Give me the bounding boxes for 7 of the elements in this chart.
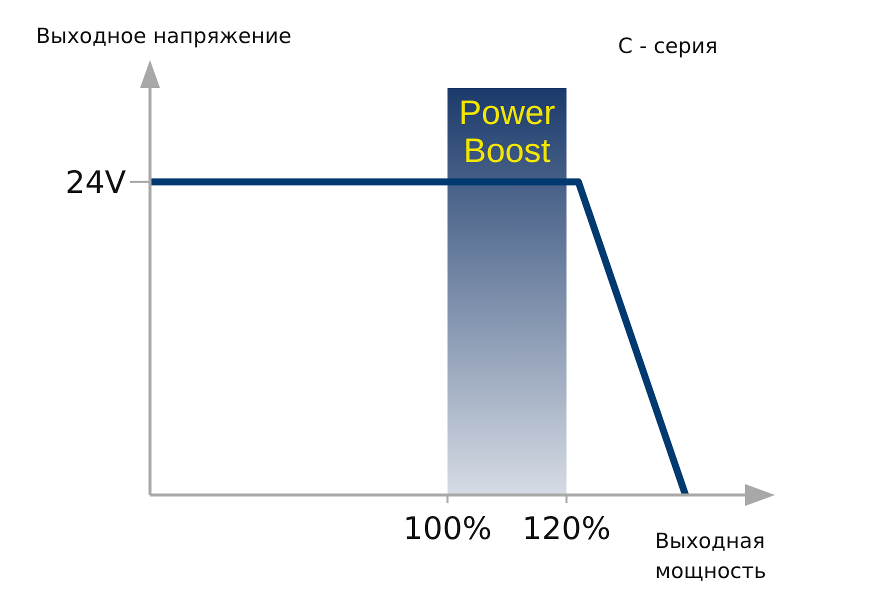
- band-label: Power Boost: [458, 94, 556, 170]
- text: Выходное напряжение: [36, 24, 292, 49]
- x-tick-label: 100%: [403, 511, 492, 548]
- text: 24V: [65, 164, 126, 201]
- chart-subtitle: С - серия: [618, 34, 718, 58]
- x-axis-title: Выходная мощность: [655, 528, 768, 585]
- x-tick-label: 120%: [522, 511, 611, 548]
